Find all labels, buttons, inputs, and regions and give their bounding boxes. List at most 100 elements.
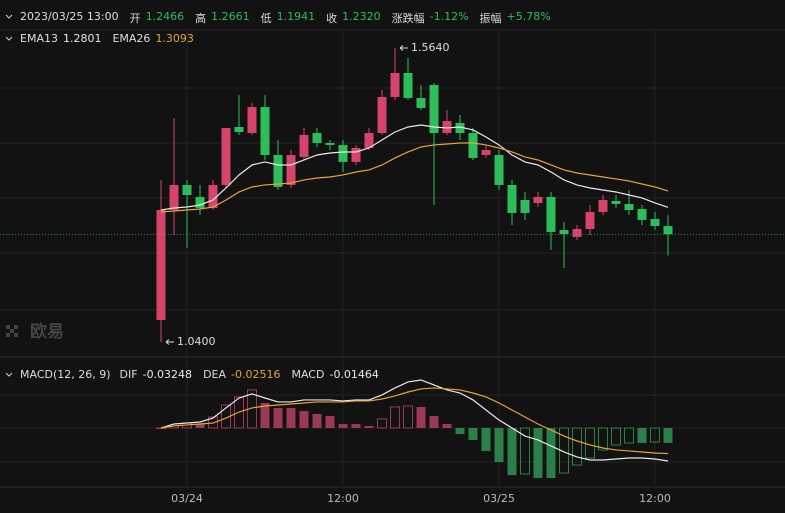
macd-bar — [650, 427, 660, 443]
candle-body — [156, 209, 166, 321]
candle-body — [286, 154, 296, 185]
macd-bar — [195, 424, 205, 428]
annotation-arrowhead — [399, 45, 404, 51]
candle-body — [208, 184, 218, 208]
candle-body — [585, 212, 595, 230]
macd-bar — [234, 396, 244, 429]
candle-body — [260, 106, 270, 155]
macd-bar — [299, 411, 309, 428]
legend-name: DIF — [119, 368, 138, 381]
candle-body — [312, 133, 322, 143]
macd-bar — [273, 407, 283, 428]
candle-body — [468, 133, 478, 158]
annotation-label: 1.0400 — [177, 335, 216, 348]
legend-value: -0.02516 — [231, 368, 281, 381]
candle-body — [546, 196, 556, 232]
ema-line — [160, 124, 669, 211]
macd-bar — [585, 427, 595, 459]
candle-body — [299, 134, 309, 157]
macd-bar — [377, 418, 387, 429]
chevron[interactable] — [5, 14, 13, 19]
candle-body — [377, 96, 387, 134]
macd-bar — [208, 416, 218, 429]
macd-bar — [429, 415, 439, 428]
candle-body — [273, 154, 283, 187]
candle-body — [403, 72, 413, 98]
candle-body — [494, 154, 504, 185]
candle-body — [338, 144, 348, 162]
x-tick-label: 03/24 — [171, 492, 203, 505]
macd-bar — [351, 424, 361, 428]
ohlc-header: 2023/03/25 13:00 开 1.2466 高 1.2661 低 1.1941 收 1… — [20, 10, 557, 26]
header-value: 1.2466 — [145, 10, 185, 23]
ema-line — [160, 142, 669, 213]
macd-bar — [481, 427, 491, 451]
macd-bar — [637, 427, 647, 444]
candle-body — [182, 184, 192, 195]
header-label: 低 — [260, 12, 272, 25]
header-label: 收 — [326, 12, 338, 25]
legend-name: MACD — [291, 368, 325, 381]
candle-body — [351, 147, 361, 162]
macd-line — [160, 387, 669, 455]
header-time: 2023/03/25 13:00 — [20, 10, 119, 23]
candle-body — [364, 133, 374, 148]
annotation-label: 1.5640 — [411, 41, 450, 54]
candle-body — [169, 184, 179, 210]
candle-body — [221, 127, 231, 185]
candle-body — [572, 229, 582, 237]
candle-body — [195, 196, 205, 208]
candle-body — [247, 106, 257, 134]
macd-bar — [403, 405, 413, 429]
chevron[interactable] — [5, 372, 13, 377]
legend-value: 1.3093 — [155, 32, 194, 45]
macd-bar — [338, 424, 348, 428]
candle-body — [325, 142, 335, 145]
macd-bar — [325, 415, 335, 428]
macd-bar — [455, 427, 465, 434]
macd-bar — [598, 427, 608, 451]
macd-bar — [286, 407, 296, 428]
macd-bar — [546, 427, 556, 478]
watermark: 欧易 — [30, 321, 64, 342]
legend-name: EMA13 — [20, 32, 58, 45]
macd-bar — [507, 427, 517, 476]
header-value: +5.78% — [506, 10, 551, 23]
candle-body — [455, 122, 465, 134]
x-tick-label: 12:00 — [327, 492, 359, 505]
candle-body — [234, 126, 244, 132]
x-tick-label: 03/25 — [483, 492, 515, 505]
legend-value: 1.2801 — [62, 32, 102, 45]
candle-body — [650, 218, 660, 226]
macd-bar — [468, 427, 478, 440]
candle-body — [520, 199, 530, 214]
macd-bar — [494, 427, 504, 463]
header-value: -1.12% — [429, 10, 469, 23]
candle-body — [507, 184, 517, 214]
annotation-arrowhead — [165, 339, 170, 345]
macd-bar — [416, 406, 426, 428]
header-label: 高 — [195, 12, 207, 25]
candle-body — [624, 203, 634, 210]
macd-title: MACD(12, 26, 9) — [20, 368, 111, 381]
macd-bar — [312, 413, 322, 428]
header-value: 1.1941 — [276, 10, 316, 23]
candle-body — [663, 226, 673, 235]
macd-bar — [611, 427, 621, 446]
macd-bar — [572, 427, 582, 466]
header-value: 1.2661 — [211, 10, 250, 23]
candle-body — [598, 199, 608, 213]
header-label: 振幅 — [479, 12, 502, 25]
macd-line — [160, 379, 669, 462]
candle-body — [559, 230, 569, 234]
logo — [6, 325, 18, 337]
macd-bar — [260, 402, 270, 428]
header-label: 涨跌幅 — [391, 12, 425, 25]
macd-bar — [624, 427, 634, 444]
macd-bar — [533, 427, 543, 478]
chevron[interactable] — [5, 36, 13, 41]
header-label: 开 — [129, 12, 141, 25]
macd-legend: MACD(12, 26, 9) DIF -0.03248 DEA -0.02516 MA… — [20, 368, 385, 381]
candle-body — [481, 150, 491, 155]
